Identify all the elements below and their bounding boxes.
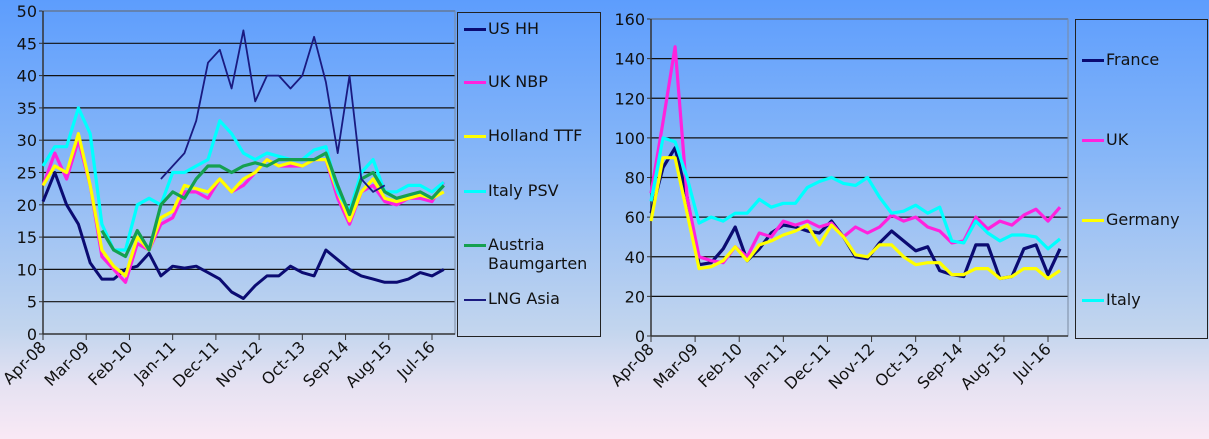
y-tick-label: 0 [27, 325, 37, 344]
legend-label: Germany [1106, 210, 1180, 229]
legend-swatch [464, 190, 486, 193]
legend-right: France UK Germany Italy [1075, 19, 1208, 339]
series-line-us-hh [41, 171, 445, 300]
x-tick-label: Mar-09 [41, 337, 94, 390]
legend-swatch [1082, 139, 1104, 142]
legend-swatch [464, 28, 486, 31]
y-tick-label: 40 [625, 248, 645, 267]
legend-item: Italy [1076, 290, 1141, 309]
legend-left: US HH UK NBP Holland TTF Italy PSV Austr… [457, 12, 601, 337]
series-line-austria-baumgarten [100, 151, 445, 259]
legend-item: US HH [458, 19, 539, 38]
y-tick-label: 15 [17, 228, 37, 247]
x-tick-label: Dec-11 [780, 339, 834, 393]
y-tick-label: 5 [27, 293, 37, 312]
y-tick-label: 140 [614, 50, 645, 69]
y-tick-label: 25 [17, 164, 37, 183]
y-tick-label: 60 [625, 208, 645, 227]
y-tick-label: 35 [17, 99, 37, 118]
legend-item: Austria Baumgarten [458, 235, 598, 273]
x-tick-label: Sep-14 [299, 337, 352, 390]
legend-swatch [1082, 59, 1104, 62]
x-tick-label: Aug-15 [342, 337, 396, 391]
legend-label: Holland TTF [488, 126, 583, 145]
legend-item: LNG Asia [458, 289, 560, 308]
y-tick-label: 45 [17, 34, 37, 53]
legend-label: France [1106, 50, 1160, 69]
y-tick-label: 160 [614, 10, 645, 29]
legend-label: UK [1106, 130, 1129, 149]
legend-item: UK NBP [458, 72, 548, 91]
legend-label: Italy [1106, 290, 1141, 309]
x-tick-label: Feb-10 [694, 339, 746, 391]
x-tick-label: Apr-08 [607, 339, 658, 390]
series-line-uk [649, 45, 1062, 265]
series-line-holland-ttf [41, 132, 445, 278]
x-tick-label: Feb-10 [84, 337, 136, 389]
x-tick-label: Mar-09 [649, 339, 702, 392]
y-tick-label: 0 [635, 327, 645, 346]
y-tick-label: 10 [17, 260, 37, 279]
y-tick-label: 80 [625, 169, 645, 188]
x-tick-label: Aug-15 [957, 339, 1011, 393]
legend-label: Austria Baumgarten [488, 235, 588, 273]
legend-swatch [464, 298, 486, 301]
series-line-uk-nbp [41, 138, 446, 284]
x-tick-label: Nov-12 [825, 339, 879, 393]
x-tick-label: Jul-16 [393, 337, 439, 383]
x-tick-label: Oct-13 [258, 337, 309, 388]
x-tick-label: Apr-08 [0, 337, 50, 388]
legend-label: Italy PSV [488, 181, 559, 200]
x-tick-label: Dec-11 [169, 337, 223, 391]
y-tick-label: 20 [625, 287, 645, 306]
y-tick-label: 20 [17, 196, 37, 215]
legend-item: UK [1076, 130, 1128, 149]
x-tick-label: Nov-12 [212, 337, 266, 391]
series-line-germany [649, 156, 1061, 281]
series-line-lng-asia [160, 29, 386, 193]
legend-label: US HH [488, 19, 540, 38]
legend-label: UK NBP [488, 72, 548, 91]
legend-item: Holland TTF [458, 126, 582, 145]
x-tick-label: Sep-14 [913, 339, 966, 392]
legend-swatch [1082, 219, 1104, 222]
y-tick-label: 40 [17, 67, 37, 86]
y-tick-label: 50 [17, 2, 37, 21]
legend-swatch [1082, 299, 1104, 302]
y-tick-label: 100 [614, 129, 645, 148]
legend-swatch [464, 135, 486, 138]
y-tick-label: 120 [614, 89, 645, 108]
legend-swatch [464, 81, 486, 84]
legend-swatch [464, 244, 486, 247]
series-line-france [649, 146, 1062, 281]
legend-item: Germany [1076, 210, 1180, 229]
y-tick-label: 30 [17, 131, 37, 150]
legend-item: France [1076, 50, 1159, 69]
legend-item: Italy PSV [458, 181, 559, 200]
x-tick-label: Jul-16 [1009, 339, 1055, 385]
series-line-italy [649, 136, 1062, 251]
legend-label: LNG Asia [488, 289, 560, 308]
x-tick-label: Oct-13 [871, 339, 922, 390]
